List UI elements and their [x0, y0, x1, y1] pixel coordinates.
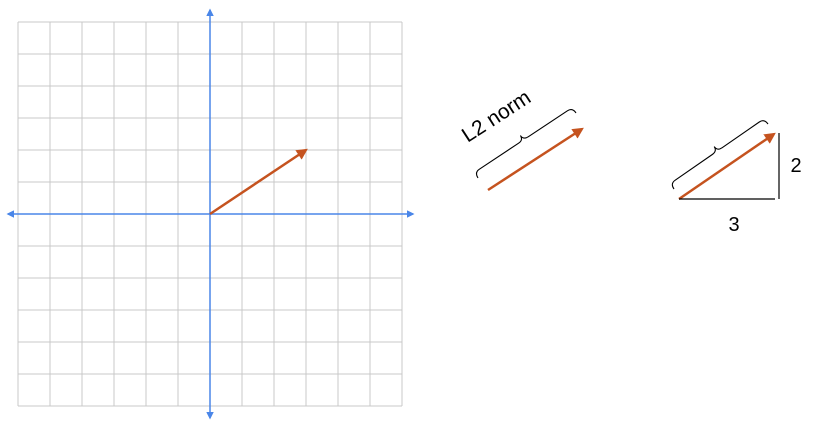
- triangle-illustration: 3 2: [671, 120, 802, 236]
- norm-vector-arrow: [487, 127, 584, 192]
- base-label: 3: [728, 214, 739, 236]
- curly-brace-icon: [475, 109, 577, 179]
- plane-vector-arrow: [209, 148, 308, 216]
- curly-brace-icon: [671, 120, 769, 190]
- height-label: 2: [790, 155, 801, 177]
- hypotenuse-vector-arrow: [678, 132, 776, 201]
- norm-illustration: L2 norm: [458, 86, 584, 192]
